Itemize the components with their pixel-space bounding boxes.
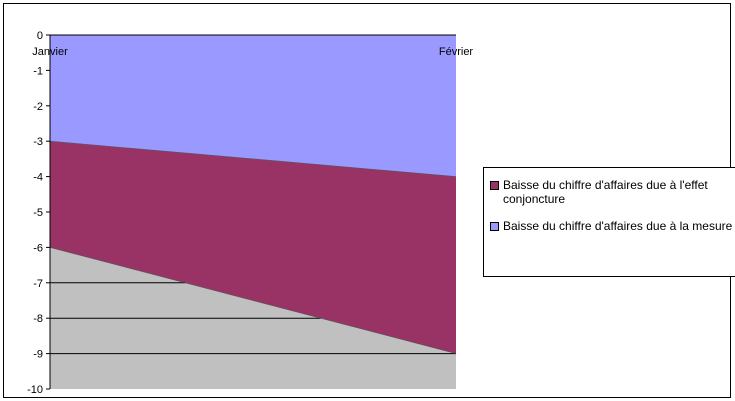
y-tick-label-7: -7: [33, 278, 43, 290]
area-series-1: [50, 141, 456, 354]
y-tick-label-3: -3: [33, 136, 43, 148]
y-tick-label-1: -1: [33, 65, 43, 77]
y-tick-label-2: -2: [33, 101, 43, 113]
x-category-label-0: Janvier: [32, 46, 68, 58]
y-tick-label-9: -9: [33, 349, 43, 361]
series-boundary-1: [49, 247, 457, 354]
y-tick-label-4: -4: [33, 172, 43, 184]
y-tick-label-0: 0: [37, 30, 43, 42]
y-tick-label-6: -6: [33, 242, 43, 254]
series-boundary-2: [49, 140, 457, 177]
legend-label-mesure: Baisse du chiffre d'affaires due à la me…: [503, 219, 733, 233]
legend-swatch-conjoncture: [490, 181, 499, 190]
chart-legend: Baisse du chiffre d'affaires due à l'eff…: [483, 167, 735, 277]
area-series-2: [50, 35, 456, 177]
legend-swatch-mesure: [490, 222, 499, 231]
y-tick-label-10: -10: [27, 384, 43, 396]
legend-label-conjoncture: Baisse du chiffre d'affaires due à l'eff…: [503, 178, 708, 206]
y-tick-label-8: -8: [33, 313, 43, 325]
y-tick-label-5: -5: [33, 207, 43, 219]
x-category-label-1: Février: [439, 46, 474, 58]
